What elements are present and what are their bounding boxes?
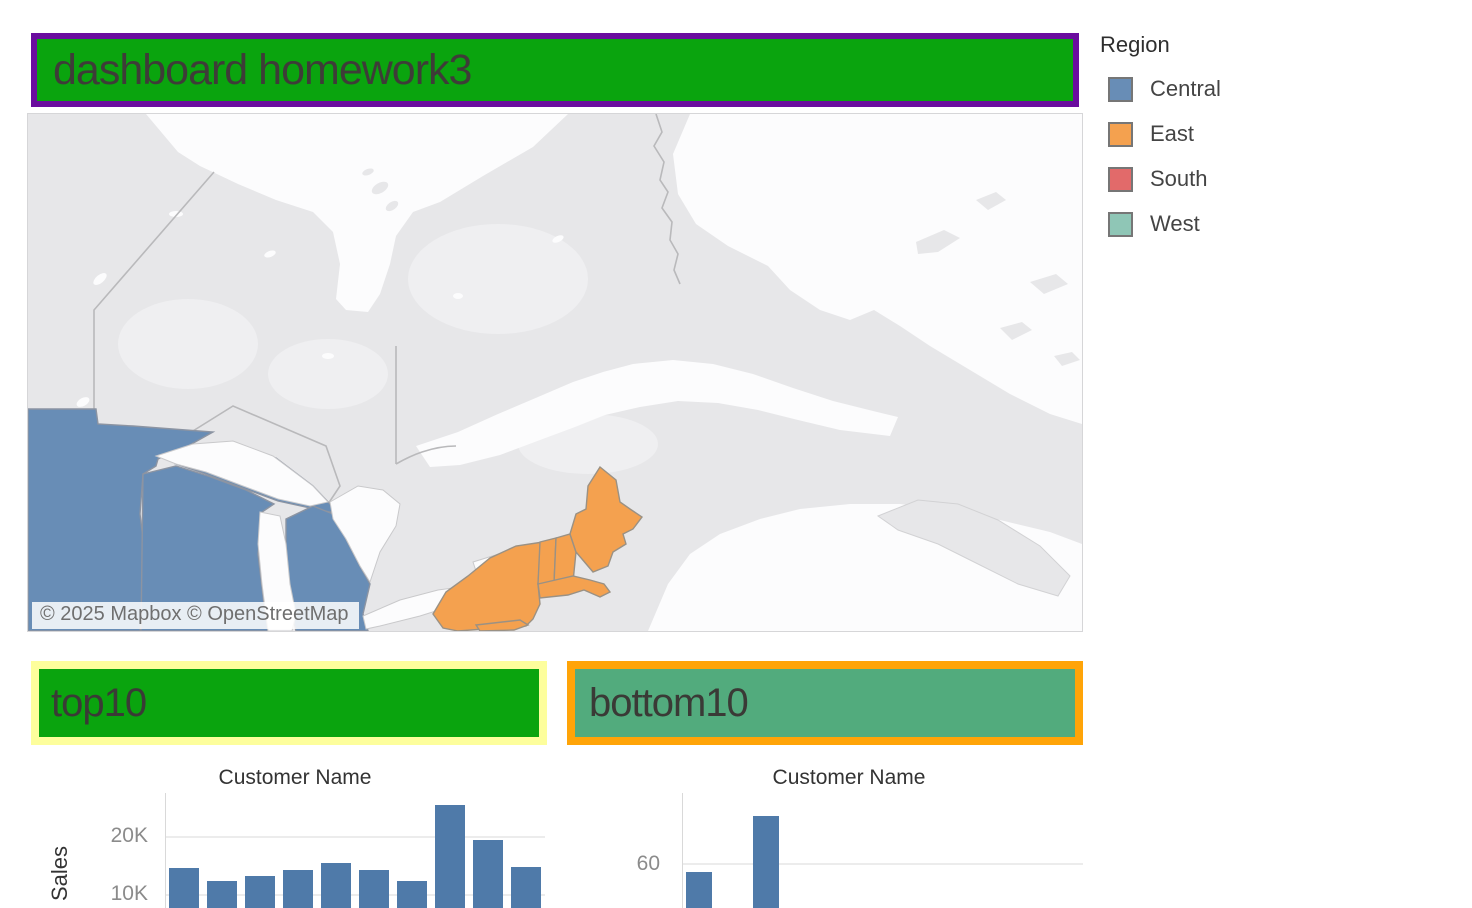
south-color-swatch[interactable] — [1108, 166, 1133, 192]
map-bay-islands — [362, 168, 399, 212]
legend-item-south[interactable]: South — [1100, 166, 1221, 192]
legend-label-central: Central — [1150, 76, 1221, 101]
left-chart-gridline-10k — [166, 894, 545, 896]
map-region-east[interactable] — [432, 465, 644, 632]
right-chart-y-axis-line — [682, 793, 683, 908]
map-boundary-lines — [93, 113, 681, 505]
bar[interactable] — [511, 867, 541, 908]
west-color-swatch[interactable] — [1108, 211, 1133, 237]
map-lake-superior — [154, 440, 329, 507]
map-lake-huron — [329, 485, 401, 584]
left-chart-tick-20k: 20K — [110, 824, 148, 847]
right-chart-title: Customer Name — [772, 766, 926, 789]
legend-item-east[interactable]: East — [1100, 121, 1221, 147]
bar[interactable] — [169, 867, 199, 908]
region-legend: Region Central East South West — [1100, 32, 1221, 256]
legend-item-west[interactable]: West — [1100, 211, 1221, 237]
bar[interactable] — [753, 815, 779, 908]
legend-label-west: West — [1150, 211, 1200, 236]
legend-label-south: South — [1150, 166, 1208, 191]
map-panel[interactable]: © 2025 Mapbox © OpenStreetMap — [27, 113, 1083, 632]
bar[interactable] — [686, 871, 712, 908]
map-state-new-hampshire[interactable] — [553, 533, 577, 585]
bar[interactable] — [321, 862, 351, 908]
left-chart-tick-10k: 10K — [110, 882, 148, 905]
legend-item-central[interactable]: Central — [1100, 76, 1221, 102]
top10-banner: top10 — [31, 661, 547, 745]
bar[interactable] — [245, 876, 275, 908]
right-chart-gridline-60 — [683, 863, 1083, 865]
map-state-massachusetts[interactable] — [537, 575, 612, 599]
bottom10-banner: bottom10 — [567, 661, 1083, 745]
map-water-hudson-bay — [146, 114, 568, 312]
map-island-pei — [936, 481, 976, 491]
left-chart-y-axis-line — [165, 793, 166, 908]
bar[interactable] — [359, 869, 389, 908]
legend-label-east: East — [1150, 121, 1195, 146]
left-chart-gridline-20k — [166, 836, 545, 838]
bar[interactable] — [397, 881, 427, 908]
map-land-nova-scotia — [876, 499, 1071, 597]
map-island-anticosti — [852, 386, 920, 406]
map-canvas — [27, 113, 1082, 632]
bottom10-label: bottom10 — [589, 680, 749, 725]
map-state-long-island[interactable] — [474, 619, 530, 632]
dashboard-title: dashboard homework3 — [53, 45, 472, 94]
dashboard-title-banner: dashboard homework3 — [31, 33, 1079, 107]
bar[interactable] — [283, 869, 313, 908]
map-water-gulf — [673, 114, 1082, 424]
top10-label: top10 — [51, 680, 147, 725]
central-color-swatch[interactable] — [1108, 76, 1133, 102]
bar[interactable] — [435, 805, 465, 908]
right-chart-tick-60: 60 — [636, 852, 660, 875]
east-color-swatch[interactable] — [1108, 121, 1133, 147]
legend-title: Region — [1100, 32, 1170, 57]
map-attribution[interactable]: © 2025 Mapbox © OpenStreetMap — [32, 602, 359, 629]
map-state-maine[interactable] — [569, 465, 644, 573]
left-chart-title: Customer Name — [218, 766, 372, 789]
bar[interactable] — [207, 881, 237, 908]
map-gulf-islands — [916, 192, 1080, 366]
bar[interactable] — [473, 840, 503, 908]
map-water-st-lawrence — [416, 360, 898, 467]
